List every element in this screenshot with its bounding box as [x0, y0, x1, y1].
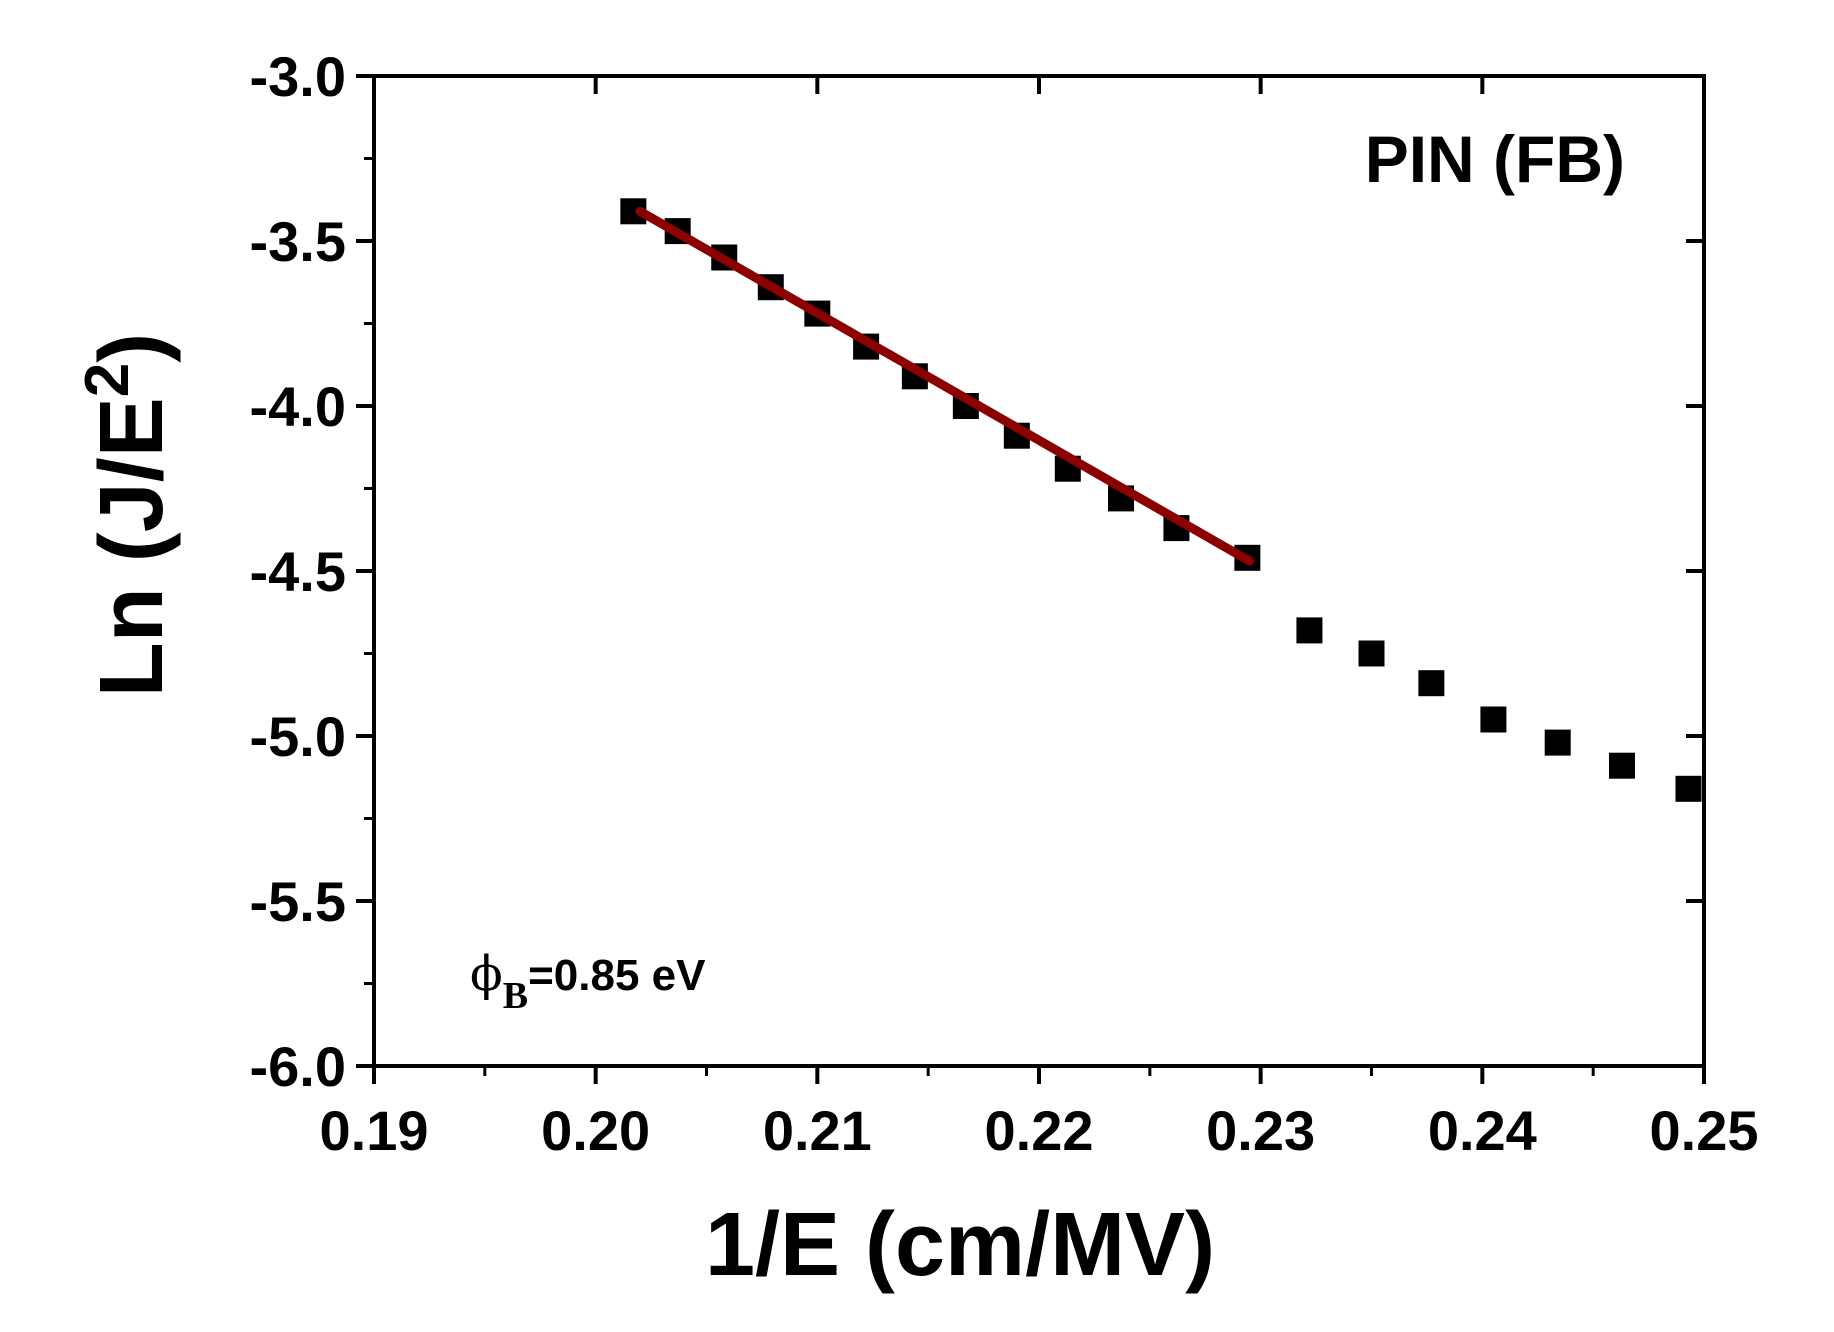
data-point — [1418, 670, 1445, 697]
x-tick-label: 0.25 — [1650, 1099, 1759, 1162]
y-axis-title-close: ) — [82, 333, 182, 363]
phi-symbol: ϕ — [470, 946, 503, 1002]
fit-line — [635, 206, 1255, 566]
x-tick-label: 0.21 — [763, 1099, 872, 1162]
y-tick-label: -5.0 — [250, 705, 347, 768]
data-point — [1296, 617, 1323, 644]
y-axis-title-sup: 2 — [73, 363, 142, 397]
x-tick-label: 0.20 — [541, 1099, 650, 1162]
y-axis: -3.0 -3.5 -4.0 -4.5 -5.0 -5.5 -6.0 — [250, 45, 1704, 1098]
data-point — [1675, 775, 1702, 802]
y-tick-label: -4.0 — [250, 375, 347, 438]
phi-subscript: B — [503, 975, 528, 1017]
barrier-value: =0.85 eV — [528, 951, 706, 1000]
data-point — [1358, 640, 1385, 667]
y-tick-label: -3.0 — [250, 45, 347, 108]
x-tick-label: 0.23 — [1206, 1099, 1315, 1162]
x-axis: 0.19 0.20 0.21 0.22 0.23 0.24 0.25 — [320, 76, 1759, 1162]
data-point — [1480, 706, 1507, 733]
x-tick-label: 0.19 — [320, 1099, 429, 1162]
barrier-height-annotation: ϕB=0.85 eV — [470, 946, 706, 1017]
y-tick-label: -4.5 — [250, 540, 347, 603]
data-point — [1608, 752, 1635, 779]
x-tick-label: 0.22 — [985, 1099, 1094, 1162]
x-axis-title: 1/E (cm/MV) — [705, 1195, 1215, 1295]
x-tick-label: 0.24 — [1428, 1099, 1537, 1162]
data-point — [1544, 729, 1571, 756]
plot-frame — [372, 74, 1706, 1068]
y-axis-title-main: Ln (J/E — [82, 397, 182, 697]
y-tick-label: -5.5 — [250, 870, 347, 933]
y-axis-title: Ln (J/E2) — [73, 333, 182, 697]
y-tick-label: -3.5 — [250, 210, 347, 273]
y-tick-label: -6.0 — [250, 1035, 347, 1098]
legend-label: PIN (FB) — [1365, 122, 1625, 196]
